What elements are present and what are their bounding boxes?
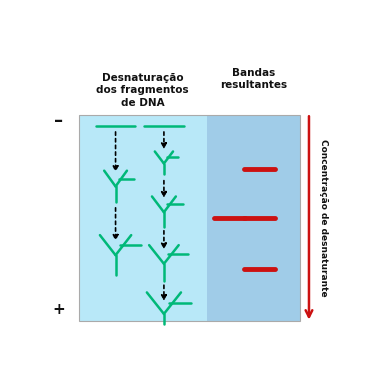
Text: Bandas
resultantes: Bandas resultantes (220, 68, 287, 90)
Text: +: + (52, 302, 65, 317)
Text: Concentração de desnaturante: Concentração de desnaturante (319, 139, 328, 297)
Text: Desnaturação
dos fragmentos
de DNA: Desnaturação dos fragmentos de DNA (96, 73, 189, 108)
Bar (79, 115, 301, 321)
Text: –: – (54, 112, 63, 129)
Bar (207, 115, 301, 321)
Bar (79, 115, 207, 321)
